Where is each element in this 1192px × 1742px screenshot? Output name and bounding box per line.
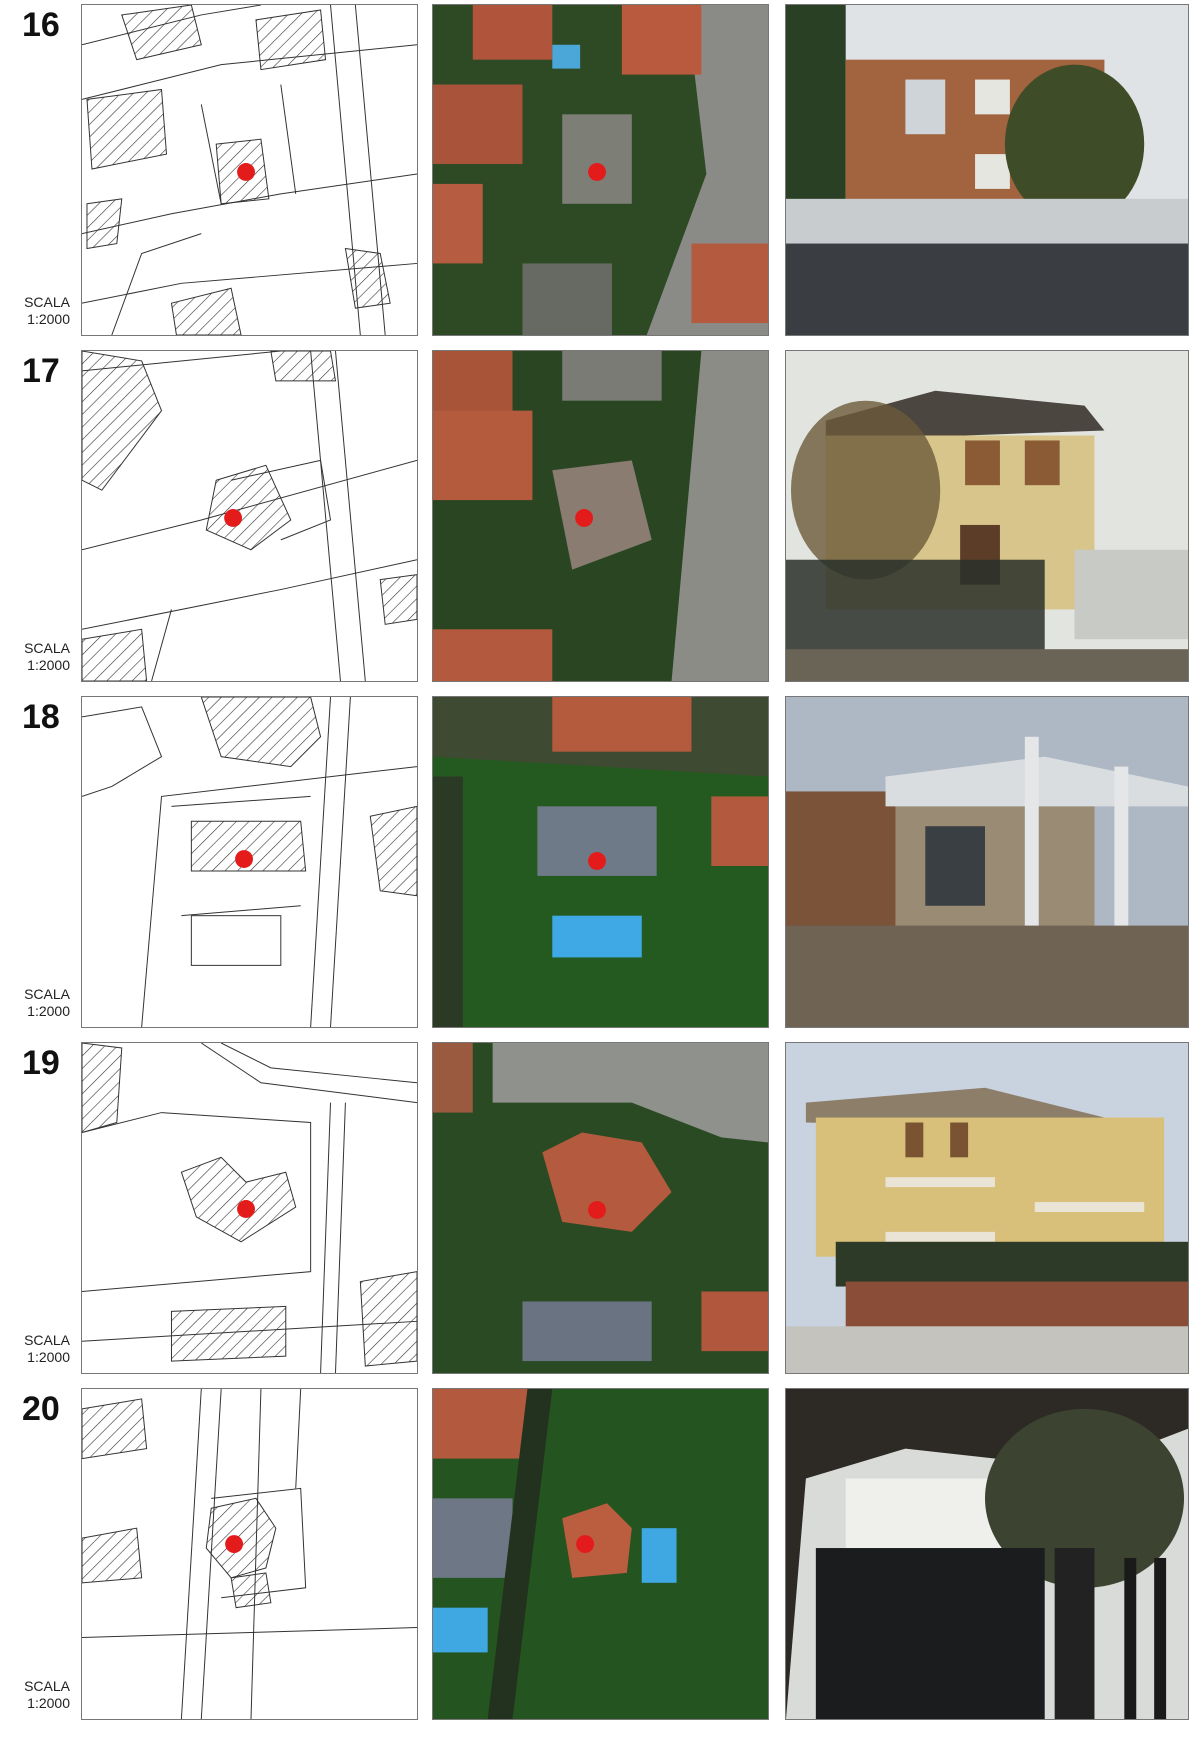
scale-label: SCALA bbox=[24, 1332, 70, 1348]
scale-value: 1:2000 bbox=[27, 311, 70, 327]
scale-caption: SCALA 1:2000 bbox=[12, 986, 70, 1020]
aerial-photo bbox=[432, 350, 769, 682]
building-photo bbox=[785, 1388, 1189, 1720]
aerial-photo bbox=[432, 4, 769, 336]
cadastral-map bbox=[81, 1042, 418, 1374]
sheet-number: 20 bbox=[22, 1390, 60, 1428]
location-marker bbox=[588, 1201, 606, 1219]
location-marker bbox=[224, 509, 243, 527]
sheet-number: 18 bbox=[22, 698, 60, 736]
sheet-row-18: 18 SCALA 1:2000 bbox=[0, 692, 1192, 1030]
aerial-photo bbox=[432, 1042, 769, 1374]
aerial-photo bbox=[432, 696, 769, 1028]
scale-label: SCALA bbox=[24, 640, 70, 656]
building-photo bbox=[785, 696, 1189, 1028]
scale-caption: SCALA 1:2000 bbox=[12, 294, 70, 328]
scale-caption: SCALA 1:2000 bbox=[12, 1332, 70, 1366]
scale-value: 1:2000 bbox=[27, 657, 70, 673]
scale-value: 1:2000 bbox=[27, 1695, 70, 1711]
location-marker bbox=[237, 1200, 255, 1218]
cadastral-map bbox=[81, 350, 418, 682]
building-photo bbox=[785, 4, 1189, 336]
sheet-number: 17 bbox=[22, 352, 60, 390]
cadastral-map bbox=[81, 696, 418, 1028]
sheet-row-20: 20 SCALA 1:2000 bbox=[0, 1384, 1192, 1722]
sheet-row-17: 17 SCALA 1:2000 bbox=[0, 346, 1192, 684]
location-marker bbox=[576, 1535, 595, 1554]
sheet-number: 16 bbox=[22, 6, 60, 44]
scale-label: SCALA bbox=[24, 986, 70, 1002]
sheet-row-19: 19 SCALA 1:2000 bbox=[0, 1038, 1192, 1376]
scale-caption: SCALA 1:2000 bbox=[12, 1678, 70, 1712]
scale-caption: SCALA 1:2000 bbox=[12, 640, 70, 674]
location-marker bbox=[237, 163, 255, 181]
scale-value: 1:2000 bbox=[27, 1003, 70, 1019]
cadastral-map bbox=[81, 1388, 418, 1720]
location-marker bbox=[225, 1535, 244, 1554]
building-photo bbox=[785, 350, 1189, 682]
scale-value: 1:2000 bbox=[27, 1349, 70, 1365]
scale-label: SCALA bbox=[24, 1678, 70, 1694]
location-marker bbox=[575, 509, 594, 527]
building-photo bbox=[785, 1042, 1189, 1374]
location-marker bbox=[588, 163, 606, 181]
location-marker bbox=[235, 850, 253, 868]
aerial-photo bbox=[432, 1388, 769, 1720]
location-marker bbox=[588, 852, 606, 870]
sheet-number: 19 bbox=[22, 1044, 60, 1082]
cadastral-map bbox=[81, 4, 418, 336]
scale-label: SCALA bbox=[24, 294, 70, 310]
sheet-row-16: 16 SCALA 1:2000 bbox=[0, 0, 1192, 338]
